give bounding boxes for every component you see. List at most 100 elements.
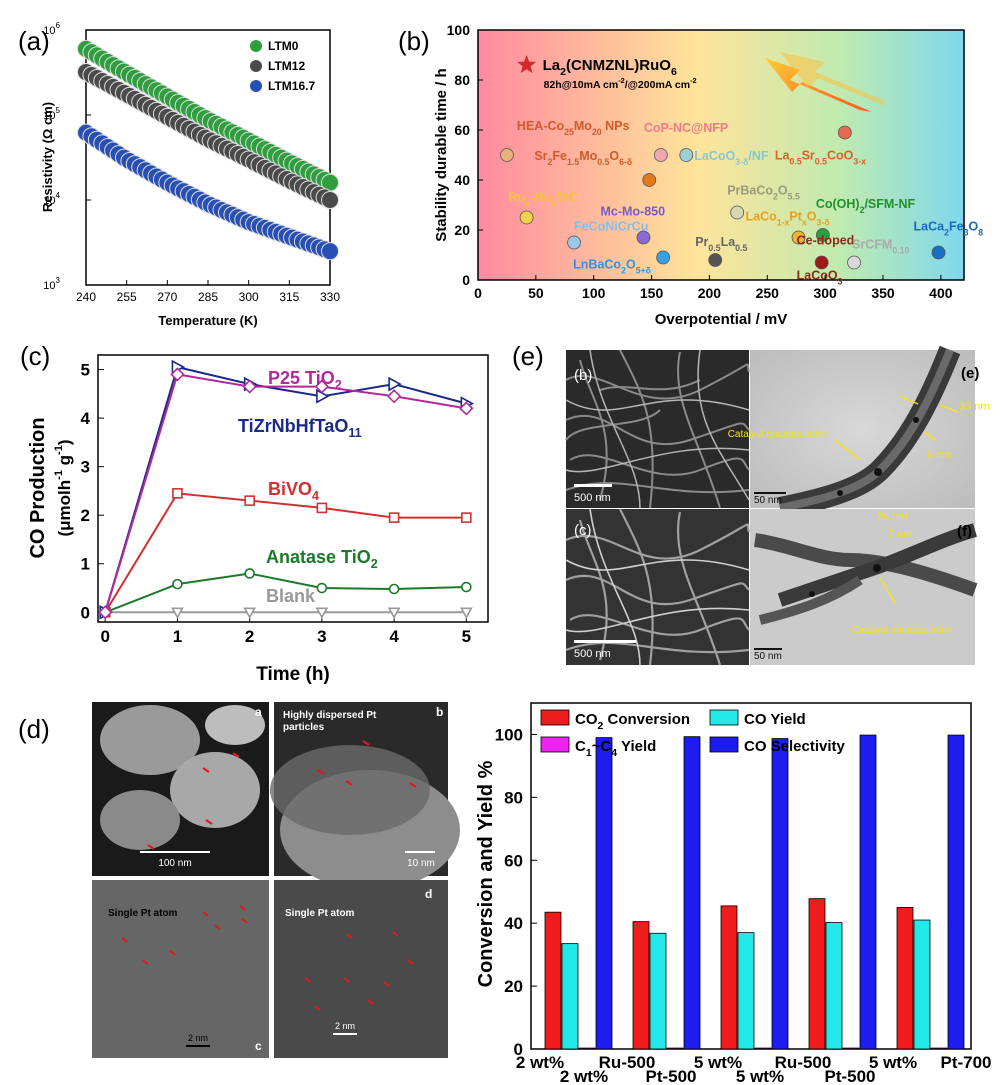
x-tick-label-b: 100 — [582, 285, 606, 301]
series-group-a — [77, 39, 339, 261]
x-tick-label-a: 330 — [320, 290, 340, 304]
bar-co-selectivity-5-wt-ru-500 — [771, 738, 789, 1050]
sem-image-c: (c) 500 nm — [565, 508, 751, 666]
data-point-anatase-tio2 — [388, 583, 400, 595]
legend-label-co2-conversion: CO2 Conversion — [575, 711, 690, 732]
svg-text:500 nm: 500 nm — [574, 648, 611, 660]
bar-co-selectivity-2-wt-pt-500 — [683, 736, 701, 1050]
bar-c1-c4-yield-2-wt-ru-500 — [578, 1047, 596, 1050]
data-point-pr0-5la0-5 — [708, 253, 723, 267]
x-tick-label-a: 300 — [239, 290, 259, 304]
panel-label-d: (d) — [18, 714, 50, 744]
point-label-ce-doped-lacoo3: Ce-doped — [797, 234, 855, 248]
svg-text:CO Production: CO Production — [27, 417, 49, 558]
bar-co-yield-5-wt-pt-700 — [913, 919, 931, 1050]
bar-co-yield-2-wt-ru-500 — [561, 943, 579, 1050]
svg-text:2 nm: 2 nm — [188, 1033, 208, 1043]
x-tick-label-top-d: 5 wt% — [694, 1053, 742, 1072]
svg-text:Single Pt atom: Single Pt atom — [108, 908, 178, 919]
x-tick-label-b: 150 — [640, 285, 664, 301]
legend-label-ltm16-7: LTM16.7 — [268, 79, 315, 93]
legend-marker-ltm0 — [250, 40, 262, 52]
y-tick-label-d: 100 — [495, 725, 523, 744]
series-label-anatase-tio2: Anatase TiO2 — [266, 547, 378, 571]
plot-frame-c — [97, 354, 489, 623]
x-tick-label-b: 300 — [813, 285, 837, 301]
point-label-pr0-5la0-5: Pr0.5La0.5 — [695, 235, 747, 253]
panel-label-b: (b) — [398, 26, 430, 56]
y-tick-label-c: 2 — [81, 506, 90, 525]
bar-co-yield-5-wt-ru-500 — [737, 932, 755, 1050]
data-point-anatase-tio2 — [461, 581, 472, 593]
x-tick-label-top-d: Ru-500 — [775, 1053, 832, 1072]
y-tick-label-c: 0 — [81, 603, 90, 622]
x-tick-label-a: 285 — [198, 290, 218, 304]
svg-text:100 nm: 100 nm — [158, 858, 191, 869]
plot-frame-b — [477, 29, 965, 281]
axes-c: 0 1 2 3 4 5 0 1 2 3 4 5 — [81, 361, 472, 646]
y-tick-label-c: 4 — [81, 409, 91, 428]
svg-text:d: d — [425, 887, 432, 901]
svg-text:50 nm: 50 nm — [754, 651, 782, 662]
panel-e: (e) (b) 500 nm (c) 500 nm 33 nm — [512, 341, 990, 666]
panel-c: (c) 0 1 2 3 4 5 0 1 2 3 4 5 P25 TiO2 TiZrNbHfTaO11 Bi… — [20, 341, 489, 685]
bar-co2-conversion-2-wt-pt-500 — [632, 921, 650, 1050]
y-tick-label-a: 103 — [43, 276, 60, 292]
bar-co-yield-2-wt-pt-500 — [649, 932, 667, 1050]
x-tick-label-b: 250 — [756, 285, 780, 301]
bar-c1-c4-yield-5-wt-ru-500 — [754, 1047, 772, 1050]
data-point-co-oh-2-sfm-nf — [815, 228, 830, 242]
y-tick-label-c: 5 — [81, 361, 90, 380]
data-point-laca2fe3o8 — [931, 245, 946, 260]
data-point-blank — [315, 607, 329, 619]
axes-b: 0 50 100 150 200 250 300 350 400 0 20 40 60 80 100 — [447, 22, 953, 301]
x-tick-label-top-d: 5 wt% — [869, 1053, 917, 1072]
series-label-bivo4: BiVO4 — [268, 479, 319, 503]
point-label-laca2fe3o8: LaCa2Fe3O8 — [914, 220, 984, 238]
haadf-image-d: Single Pt atom d 2 nm — [274, 880, 448, 1058]
svg-text:b: b — [436, 705, 443, 719]
haadf-image-a: a 100 nm — [92, 702, 269, 876]
bar-co-yield-5-wt-pt-500 — [825, 922, 843, 1050]
y-tick-label-b: 20 — [454, 222, 470, 238]
x-tick-label-top-d: Ru-500 — [599, 1053, 656, 1072]
axes-d: 0 20 40 60 80 100 — [495, 725, 537, 1059]
series-labels-c: P25 TiO2 TiZrNbHfTaO11 BiVO4 Anatase TiO2 Bl… — [238, 368, 378, 606]
point-label-feconicrcu: FeCoNiCrCu — [574, 220, 648, 234]
x-tick-label-c: 2 — [245, 627, 254, 646]
svg-text:Highly dispersed Pt: Highly dispersed Pt — [283, 710, 377, 721]
point-label-cont-ce-doped-lacoo3: LaCoO3 — [797, 269, 843, 287]
y-tick-label-a: 106 — [43, 21, 60, 37]
data-point-mc-mo-850 — [636, 230, 651, 245]
y-axis-label-d: Conversion and Yield % — [475, 760, 497, 987]
y-tick-label-b: 0 — [462, 272, 470, 288]
legend-label-ltm0: LTM0 — [268, 39, 299, 53]
legend-swatch-co-yield — [709, 709, 739, 726]
point-label-prbaco2o5-5: PrBaCo2O5.5 — [727, 184, 800, 202]
x-tick-label-b: 400 — [929, 285, 953, 301]
svg-text:Catalyst encapsulation: Catalyst encapsulation — [852, 625, 953, 636]
point-label-lnbaco2o5: LnBaCo2O5+δ — [573, 258, 651, 276]
x-axis-label-c: Time (h) — [256, 664, 330, 685]
svg-text:33 nm: 33 nm — [959, 401, 990, 413]
bar-co-selectivity-5-wt-pt-700 — [947, 734, 965, 1050]
point-label-la0-5sr0-5coo3-x: La0.5Sr0.5CoO3-x — [775, 149, 866, 167]
x-tick-label-top-d: 2 wt% — [516, 1053, 564, 1072]
svg-text:26 nm: 26 nm — [877, 511, 908, 523]
svg-text:a: a — [255, 705, 262, 719]
svg-text:50 nm: 50 nm — [754, 495, 782, 506]
x-tick-label-b: 0 — [474, 285, 482, 301]
data-point-anatase-tio2 — [172, 578, 183, 590]
data-point-tizrnbhftao11 — [388, 376, 402, 392]
x-tick-label-bottom-d: Pt-500 — [824, 1067, 875, 1085]
series-label-blank: Blank — [266, 586, 316, 606]
x-tick-label-c: 3 — [317, 627, 326, 646]
x-tick-label-c: 1 — [173, 627, 182, 646]
legend-swatch-c1-c4-yield — [540, 736, 570, 753]
point-label-cop-nc-nfp: CoP-NC@NFP — [644, 121, 728, 135]
x-tick-label-a: 270 — [157, 290, 177, 304]
legend-d: CO2 Conversion CO Yield C1~C4 Yield CO Sele… — [540, 709, 846, 759]
svg-text:Catalyst encapsulation: Catalyst encapsulation — [728, 429, 829, 440]
legend-label-co-selectivity: CO Selectivity — [744, 738, 846, 755]
series-line-bivo4 — [104, 492, 467, 613]
